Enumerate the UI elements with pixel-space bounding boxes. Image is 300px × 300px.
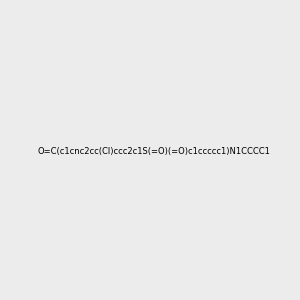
Text: O=C(c1cnc2cc(Cl)ccc2c1S(=O)(=O)c1ccccc1)N1CCCC1: O=C(c1cnc2cc(Cl)ccc2c1S(=O)(=O)c1ccccc1)… (37, 147, 270, 156)
